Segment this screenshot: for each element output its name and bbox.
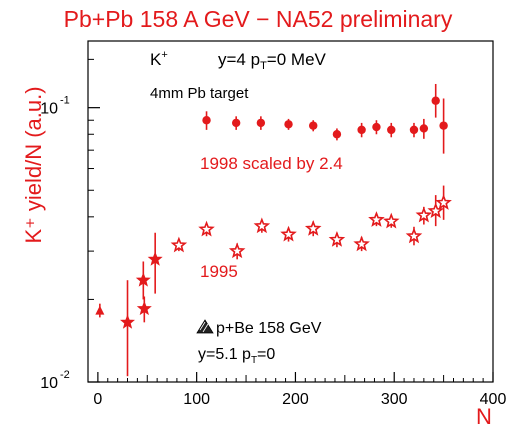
particle-charge: +	[161, 49, 167, 61]
data-point-1995	[353, 235, 370, 252]
data-point-1995-low-n	[120, 314, 136, 329]
pbe-kinematics-sub: T	[251, 355, 257, 366]
x-tick-label: 300	[381, 391, 408, 408]
data-marks	[95, 83, 452, 377]
data-point-1995	[280, 225, 297, 242]
x-tick-label: 200	[282, 391, 309, 408]
target-label: 4mm Pb target	[150, 85, 249, 102]
data-point-1998	[256, 118, 266, 128]
chart-title: Pb+Pb 158 A GeV − NA52 preliminary	[64, 6, 453, 32]
svg-text:K+: K+	[150, 49, 168, 69]
label-1998: 1998 scaled by 2.4	[200, 154, 343, 173]
data-point-1995-low-n	[147, 251, 163, 266]
data-point-1995	[170, 236, 188, 253]
data-point-1998	[357, 125, 366, 135]
data-point-1998	[372, 122, 381, 132]
label-1995: 1995	[200, 262, 238, 281]
data-point-1995	[382, 212, 400, 229]
annotation-pbe: p+Be 158 GeV y=5.1 pT=0	[196, 319, 322, 366]
data-point-1998	[419, 124, 429, 133]
data-point-1998	[284, 120, 293, 129]
annotation-kinematics: K+ y=4 pT=0 MeV 4mm Pb target	[150, 49, 327, 102]
pbe-kinematics: y=5.1 p	[198, 346, 251, 363]
x-axis-ticks: 0 100 200 300 400	[87, 372, 507, 408]
kinematics-sub: T	[260, 60, 267, 72]
pbe-label: p+Be 158 GeV	[216, 320, 322, 337]
data-point-1995	[198, 220, 215, 237]
data-point-1995	[415, 206, 433, 223]
series-star-open	[170, 185, 452, 260]
data-point-1998	[409, 125, 419, 135]
series-circle	[202, 83, 448, 154]
y-tick-exponent: -2	[60, 369, 70, 381]
y-tick-label: 10	[40, 375, 58, 392]
plot-frame	[87, 40, 494, 383]
data-point-1998	[387, 125, 396, 135]
data-point-1995	[435, 194, 452, 210]
data-point-1998	[439, 121, 448, 130]
data-point-1995	[304, 220, 322, 236]
pbe-legend-triangle-icon	[196, 319, 214, 334]
y-tick-label: 10	[40, 101, 58, 118]
pbe-kinematics-tail: =0	[257, 346, 275, 363]
svg-text:y=4 pT=0 MeV: y=4 pT=0 MeV	[218, 50, 327, 72]
y-axis-label: K⁺ yield/N (a.u.)	[21, 86, 46, 243]
data-point-1998	[332, 130, 342, 139]
data-point-1998	[231, 118, 241, 128]
x-tick-label: 100	[183, 391, 210, 408]
data-point-1995-low-n	[135, 272, 151, 287]
series-triangle-filled	[95, 303, 105, 318]
data-point-pbe	[95, 305, 105, 315]
x-tick-label: 400	[480, 391, 507, 408]
data-point-1995	[427, 202, 444, 219]
kinematics-tail: =0 MeV	[267, 50, 327, 69]
kinematics-label: y=4 p	[218, 50, 260, 69]
data-point-1995	[328, 231, 346, 247]
data-point-1995	[405, 227, 423, 244]
particle-label: K	[150, 50, 162, 69]
data-point-1995	[253, 217, 271, 234]
svg-text:y=5.1 pT=0: y=5.1 pT=0	[198, 346, 275, 366]
data-point-1998	[202, 116, 211, 125]
data-point-1998	[431, 96, 440, 105]
x-axis-label: N	[476, 404, 492, 429]
x-tick-label: 0	[93, 391, 102, 408]
y-tick-exponent: -1	[60, 95, 70, 107]
data-point-1998	[309, 121, 318, 130]
data-point-1995	[228, 242, 246, 259]
y-axis-ticks: 10-210-1	[40, 58, 100, 392]
series-star-filled	[120, 232, 163, 377]
data-point-1995-low-n	[136, 300, 152, 316]
data-point-1995	[368, 211, 385, 227]
